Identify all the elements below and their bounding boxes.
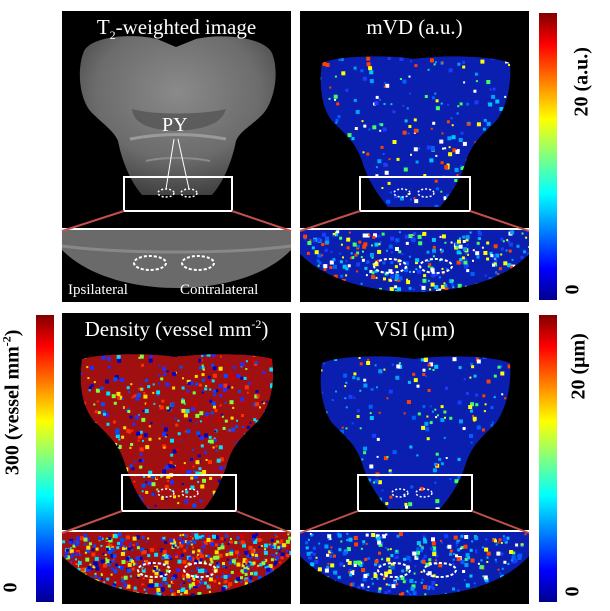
density-title: Density (vessel mm-2) bbox=[84, 317, 269, 341]
vsi-zoom-panel bbox=[300, 532, 529, 604]
t2-zoom-panel: Ipsilateral Contralateral bbox=[62, 230, 291, 302]
py-label: PY bbox=[162, 114, 188, 136]
ipsilateral-label: Ipsilateral bbox=[68, 282, 128, 298]
mvd-map-image bbox=[320, 56, 511, 212]
vsi-map-image bbox=[320, 356, 511, 512]
mvd-colorbar-max-label: 20 (a.u.) bbox=[570, 47, 593, 117]
density-colorbar-max-label: 300 (vessel mm-2) bbox=[0, 329, 24, 476]
t2-title: T2-weighted image bbox=[96, 15, 257, 43]
vsi-zoom-image bbox=[300, 532, 529, 596]
t2-brain-image bbox=[79, 36, 276, 212]
mvd-panel: mVD (a.u.) bbox=[300, 11, 529, 228]
mvd-colorbar-min-label: 0 bbox=[561, 284, 584, 295]
vsi-colorbar bbox=[539, 315, 557, 602]
t2-panel: T2-weighted image PY bbox=[62, 11, 291, 228]
mvd-colorbar bbox=[539, 13, 557, 300]
density-zoom-image bbox=[62, 532, 291, 596]
vsi-panel: VSI (μm) bbox=[300, 313, 529, 530]
contralateral-label: Contralateral bbox=[180, 282, 259, 298]
vsi-colorbar-max-label: 20 (μm) bbox=[567, 333, 590, 400]
density-map-image bbox=[80, 354, 274, 512]
mvd-zoom-panel bbox=[300, 230, 529, 302]
density-colorbar-min-label: 0 bbox=[0, 582, 22, 593]
vsi-title: VSI (μm) bbox=[374, 317, 455, 341]
mvd-title: mVD (a.u.) bbox=[366, 15, 463, 39]
zoom-box bbox=[123, 176, 233, 212]
mvd-zoom-image bbox=[300, 230, 529, 292]
vsi-colorbar-min-label: 0 bbox=[561, 586, 584, 597]
density-panel: Density (vessel mm-2) bbox=[62, 313, 291, 530]
t2-zoom-image bbox=[62, 230, 291, 288]
density-zoom-panel bbox=[62, 532, 291, 604]
density-colorbar bbox=[36, 315, 54, 602]
